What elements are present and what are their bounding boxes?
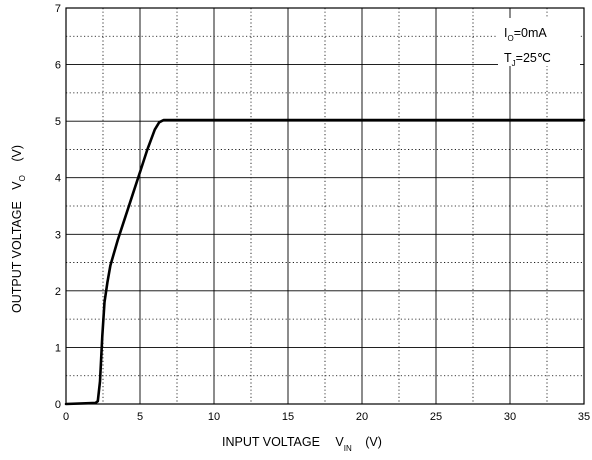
y-tick-label: 0 [55, 399, 61, 411]
annotation-line-2: TJ=25℃ [504, 51, 551, 68]
x-tick-label: 25 [430, 411, 442, 423]
x-tick-labels: 0 5 10 15 20 25 30 35 [63, 411, 590, 423]
conditions-annotation: IO=0mA TJ=25℃ [498, 18, 580, 68]
y-tick-label: 5 [55, 116, 61, 128]
y-tick-label: 3 [55, 229, 61, 241]
x-tick-label: 30 [504, 411, 516, 423]
y-axis-title: OUTPUT VOLTAGE VO (V) [10, 145, 28, 313]
y-tick-label: 7 [55, 3, 61, 15]
y-tick-label: 6 [55, 60, 61, 72]
x-axis-title: INPUT VOLTAGE VIN (V) [222, 435, 382, 454]
y-tick-label: 4 [55, 173, 61, 185]
annotation-line-1: IO=0mA [504, 26, 547, 43]
y-tick-labels: 0 1 2 3 4 5 6 7 [55, 3, 61, 411]
x-tick-label: 15 [282, 411, 294, 423]
x-tick-label: 20 [356, 411, 368, 423]
series-line [64, 118, 586, 406]
x-tick-label: 0 [63, 411, 69, 423]
y-tick-label: 1 [55, 342, 61, 354]
y-tick-label: 2 [55, 286, 61, 298]
x-tick-label: 5 [137, 411, 143, 423]
plot-frame [65, 7, 585, 405]
x-tick-label: 35 [578, 411, 590, 423]
annotation-box-bg [498, 18, 580, 66]
series-layer [64, 118, 586, 406]
x-tick-label: 10 [208, 411, 220, 423]
minor-grid [66, 8, 584, 404]
